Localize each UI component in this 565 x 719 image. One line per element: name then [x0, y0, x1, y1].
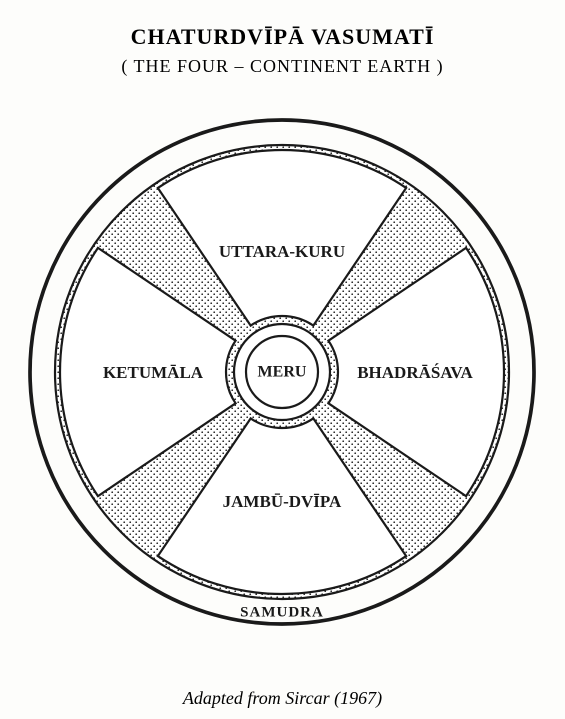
source-caption: Adapted from Sircar (1967): [0, 688, 565, 709]
subtitle: ( THE FOUR – CONTINENT EARTH ): [0, 56, 565, 77]
cosmology-diagram: MERU UTTARA-KURU KETUMĀLA BHADRĀŚAVA JAM…: [0, 92, 565, 652]
continent-south-label: JAMBŪ-DVĪPA: [223, 492, 342, 511]
continent-north-label: UTTARA-KURU: [219, 242, 345, 261]
ocean-label: SAMUDRA: [240, 605, 324, 621]
center-label: MERU: [258, 364, 307, 381]
continent-west-label: KETUMĀLA: [103, 363, 204, 382]
diagram-container: CHATURDVĪPĀ VASUMATĪ ( THE FOUR – CONTIN…: [0, 0, 565, 719]
main-title: CHATURDVĪPĀ VASUMATĪ: [0, 24, 565, 50]
continent-east-label: BHADRĀŚAVA: [357, 363, 473, 382]
